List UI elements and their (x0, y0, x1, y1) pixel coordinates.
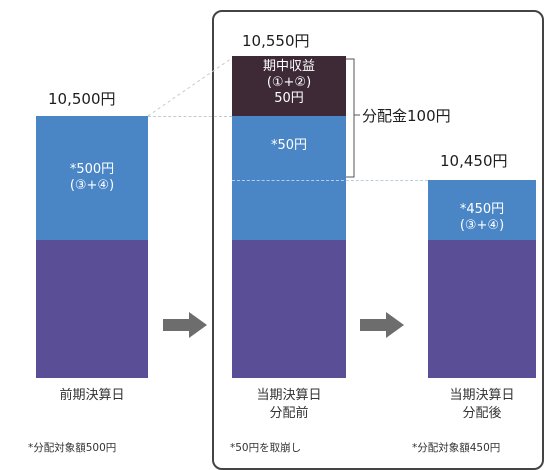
prev-caption: 前期決算日 (59, 388, 125, 403)
after-caption: 当期決算日 分配後 (420, 387, 544, 423)
after-segment-text: *450円 (③+④) (428, 202, 536, 234)
profit-title: 期中収益 (262, 59, 315, 74)
arrow-right-icon (360, 312, 404, 338)
prev-bar-light-segment (36, 116, 148, 240)
before-caption-line1: 当期決算日 (256, 388, 322, 403)
after-value-label: 10,450円 (440, 152, 508, 170)
after-segment-formula: (③+④) (459, 218, 505, 233)
after-bar-light-segment (428, 180, 536, 240)
prev-bar-dark-segment (36, 240, 148, 378)
distribution-label: 分配金100円 (362, 107, 451, 125)
before-caption-line2: 分配前 (269, 406, 309, 421)
arrow-right-icon (163, 312, 207, 338)
prev-segment-amount: *500円 (69, 162, 115, 177)
prev-note: *分配対象額500円 (28, 442, 117, 454)
prev-value-label: 10,500円 (48, 90, 116, 108)
after-bar-dark-segment (428, 240, 536, 378)
dashed-slant-connector (148, 57, 232, 117)
before-caption: 当期決算日 分配前 (226, 387, 352, 423)
profit-formula: (①+②) (266, 75, 312, 90)
before-value-label: 10,550円 (242, 32, 310, 50)
prev-segment-formula: (③+④) (69, 178, 115, 193)
dashed-connector-after (232, 180, 428, 181)
before-bar-dark-segment (232, 240, 346, 378)
prev-segment-text: *500円 (③+④) (36, 162, 148, 194)
dashed-connector-prev (148, 116, 232, 117)
after-caption-line1: 当期決算日 (449, 388, 515, 403)
after-caption-line2: 分配後 (462, 406, 502, 421)
profit-amount: 50円 (274, 91, 304, 106)
before-profit-segment: 期中収益 (①+②) 50円 (232, 56, 346, 116)
after-segment-amount: *450円 (459, 202, 505, 217)
before-note: *50円を取崩し (230, 442, 302, 454)
before-bar-light-segment (232, 116, 346, 240)
distribution-bracket (346, 58, 360, 178)
before-segment-text: *50円 (270, 138, 308, 153)
after-note: *分配対象額450円 (412, 442, 501, 454)
